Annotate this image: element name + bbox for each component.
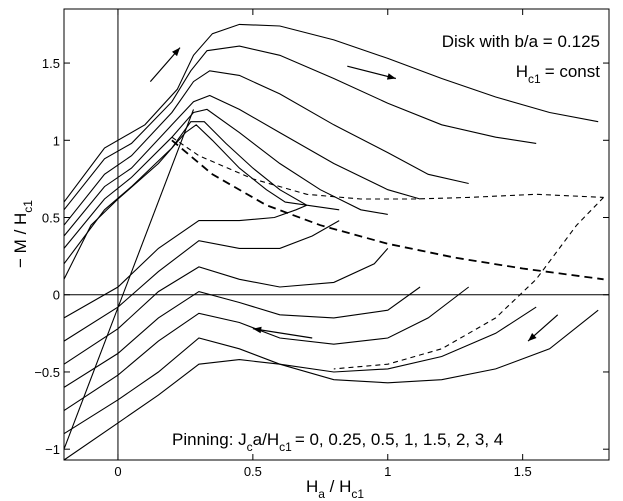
- sweep-arrow-head-2: [528, 333, 537, 342]
- loop-ascending-jc-2: [63, 286, 470, 412]
- data-layer: [63, 9, 609, 461]
- y-axis-label: − M / Hc1: [11, 200, 35, 268]
- loop-ascending-jc-0p5: [63, 220, 340, 342]
- loop-ascending-jc-1p5: [63, 286, 421, 388]
- annotation-pinning: Pinning: Jca/Hc1 = 0, 0.25, 0.5, 1, 1.5, …: [172, 430, 503, 454]
- y-tick-label: 1.5: [42, 56, 60, 71]
- x-tick-label: 1: [384, 464, 391, 479]
- sweep-arrow-head-1: [386, 73, 396, 80]
- y-tick-label: 1: [53, 133, 60, 148]
- loop-descending-jc-3: [63, 45, 537, 211]
- ticks-layer: 0 0.5 1 1.5 −1 −0.5 0 0.5 1 1.5: [34, 9, 609, 479]
- x-tick-label: 0.5: [244, 464, 262, 479]
- y-tick-label: 0: [53, 288, 60, 303]
- sweep-arrow-shaft-3: [252, 328, 313, 339]
- dashed-equilibrium-upper: [171, 136, 604, 200]
- loop-ascending-jc-0p25: [63, 204, 308, 319]
- x-tick-label: 0: [114, 464, 121, 479]
- loop-ascending-jc-4: [63, 309, 599, 461]
- loop-descending-jc-4: [63, 23, 599, 203]
- annotation-disk: Disk with b/a = 0.125: [442, 32, 600, 51]
- x-tick-label: 1.5: [514, 464, 532, 479]
- loop-ascending-jc-1: [63, 248, 389, 365]
- dashed-return-curve: [333, 197, 604, 370]
- y-tick-label: 0.5: [42, 211, 60, 226]
- plot-frame: [63, 8, 610, 461]
- loop-descending-jc-1: [63, 108, 388, 249]
- sweep-arrow-head-0: [172, 47, 181, 57]
- x-axis-label: Ha / Hc1: [306, 477, 364, 501]
- loop-descending-jc-2: [63, 70, 469, 226]
- y-tick-label: −1: [45, 442, 60, 457]
- y-tick-label: −0.5: [34, 365, 60, 380]
- sweep-arrow-head-3: [252, 326, 262, 334]
- loop-ascending-jc-3: [63, 306, 537, 435]
- loop-descending-jc-1p5: [63, 94, 421, 237]
- annotation-hc1: Hc1 = const: [516, 62, 601, 86]
- loop-descending-jc-0p25: [63, 124, 307, 280]
- virgin-curve: [63, 109, 195, 450]
- dashed-equilibrium-lower: [171, 139, 604, 281]
